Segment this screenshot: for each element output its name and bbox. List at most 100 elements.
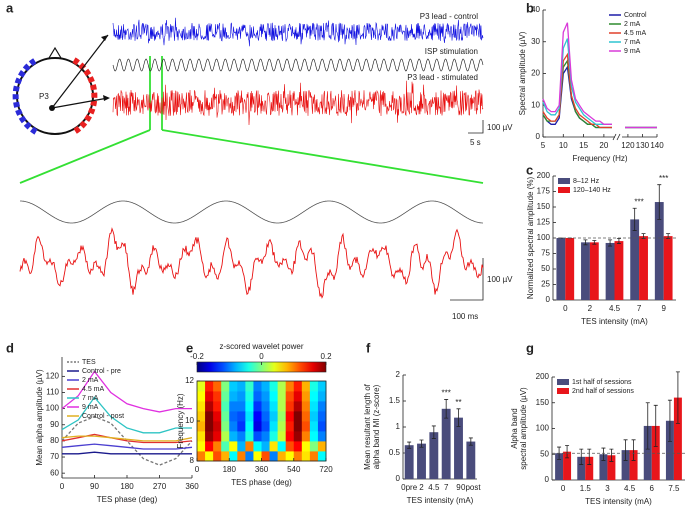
heatmap-cell (213, 411, 222, 422)
bar (555, 453, 564, 480)
panel-label: d (6, 340, 14, 355)
heatmap-cell (269, 441, 279, 452)
x-tick-label: 6 (650, 484, 655, 493)
bar (639, 236, 648, 300)
error-bar (587, 448, 592, 465)
x-tick-label: 540 (287, 465, 301, 474)
heatmap-cell (221, 391, 230, 402)
y-tick-label: 40 (531, 5, 540, 14)
trace-label: ISP stimulation (425, 47, 478, 56)
heatmap-cell (205, 421, 214, 432)
heatmap-cell (245, 411, 254, 422)
bar (629, 450, 638, 480)
legend-swatch (557, 379, 569, 385)
y-tick-label: 10 (185, 416, 194, 425)
error-bar (657, 184, 662, 220)
error-bar (601, 447, 606, 461)
heatmap-cell (229, 421, 238, 432)
heatmap-cell (221, 451, 230, 462)
bar (665, 420, 674, 480)
electrode-label: P3 (39, 92, 49, 101)
legend-label: 9 mA (624, 48, 641, 55)
heatmap-cell (213, 451, 222, 462)
error-bar (631, 439, 636, 461)
x-tick-label: 0 (561, 484, 566, 493)
error-bar (583, 239, 588, 246)
heatmap-cell (309, 441, 319, 452)
panel-label: a (6, 0, 14, 15)
heatmap-cell (213, 441, 222, 452)
colorbar-tick-label: 0.2 (320, 352, 332, 361)
y-tick-label: 25 (541, 280, 550, 289)
heatmap-cell (309, 451, 319, 462)
heatmap-cell (261, 401, 270, 412)
bar (651, 425, 660, 480)
y-tick-label: 110 (46, 388, 59, 397)
heatmap-cell (261, 411, 270, 422)
heatmap-cell (293, 401, 303, 412)
heatmap-cell (277, 391, 287, 402)
heatmap-cell (253, 441, 262, 452)
scale-label: 100 µV (487, 123, 513, 132)
heatmap-cell (205, 411, 214, 422)
error-bar (608, 239, 613, 247)
x-tick-label: 180 (120, 482, 134, 491)
heatmap-cell (245, 421, 254, 432)
y-tick-label: 120 (46, 371, 60, 380)
y-tick-label: 2 (396, 370, 401, 379)
error-bar (675, 371, 680, 424)
error-bar (616, 238, 621, 244)
error-bar (444, 399, 449, 419)
heatmap-cell (197, 431, 206, 442)
heatmap-cell (269, 421, 279, 432)
eeg-trace (112, 58, 484, 72)
heatmap-cell (285, 421, 295, 432)
y-tick-label: 50 (541, 264, 550, 273)
heatmap-cell (197, 401, 206, 412)
y-tick-label: 150 (537, 202, 551, 211)
x-tick-label: 7 (637, 304, 642, 313)
heatmap-cell (277, 401, 287, 412)
heatmap-cell (221, 381, 230, 392)
heatmap-cell (261, 381, 270, 392)
heatmap-cell (277, 381, 287, 392)
heatmap-cell (229, 391, 238, 402)
legend-swatch (557, 388, 569, 394)
heatmap-cell (261, 391, 270, 402)
heatmap-cell (253, 381, 262, 392)
heatmap-cell (197, 451, 206, 462)
heatmap-cell (237, 451, 246, 462)
error-bar (579, 448, 584, 465)
x-tick-label: 90 (90, 482, 99, 491)
y-tick-label: 0 (536, 132, 541, 141)
x-tick-label: 270 (153, 482, 167, 491)
heatmap-cell (245, 391, 254, 402)
bar (466, 441, 476, 479)
axis-break (612, 133, 621, 141)
heatmap-cell (237, 431, 246, 442)
series-line (61, 370, 192, 413)
heatmap-cell (205, 451, 214, 462)
bar (404, 445, 414, 479)
bar (599, 454, 608, 480)
legend-label: Control - pre (82, 368, 121, 375)
heatmap-cell (285, 441, 295, 452)
x-tick-label: 10 (559, 141, 568, 150)
scale-label: 5 s (470, 138, 481, 147)
y-tick-label: 0 (545, 475, 550, 484)
scale-bar (450, 258, 484, 301)
legend-label: TES (82, 359, 96, 366)
legend-label: Control - post (82, 413, 124, 420)
x-tick-label: 0 (195, 465, 200, 474)
heatmap-cell (293, 451, 303, 462)
x-tick-label: 4.5 (624, 484, 636, 493)
heatmap-cell (301, 381, 311, 392)
x-tick-label: 20 (599, 141, 608, 150)
heatmap-cell (229, 431, 238, 442)
heatmap-cell (269, 391, 279, 402)
heatmap-cell (245, 431, 254, 442)
heatmap-cell (221, 441, 230, 452)
heatmap-cell (293, 391, 303, 402)
heatmap-cell (277, 441, 287, 452)
